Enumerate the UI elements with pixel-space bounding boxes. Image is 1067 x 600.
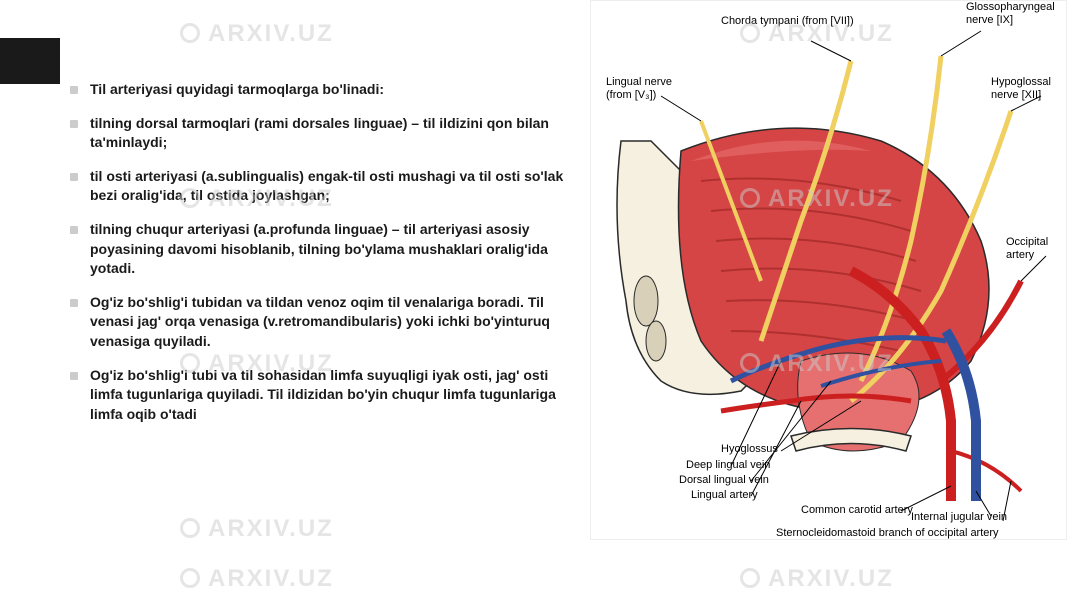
- bullet-item: tilning dorsal tarmoqlari (rami dorsales…: [90, 114, 580, 153]
- label-occipital: Occipital artery: [1006, 236, 1061, 262]
- bone-texture: [634, 276, 658, 326]
- label-deep-lingual: Deep lingual vein: [686, 459, 770, 472]
- label-lingual-nerve: Lingual nerve (from [V₃]): [606, 76, 686, 102]
- label-hyoglossus: Hyoglossus: [721, 443, 778, 456]
- accent-bar: [0, 38, 60, 84]
- label-dorsal-lingual: Dorsal lingual vein: [679, 474, 769, 487]
- bullet-list: Til arteriyasi quyidagi tarmoqlarga bo'l…: [10, 30, 580, 424]
- bullet-item: til osti arteriyasi (a.sublingualis) eng…: [90, 167, 580, 206]
- label-sternocleidomastoid: Sternocleidomastoid branch of occipital …: [776, 527, 999, 540]
- label-glossopharyngeal: Glossopharyngeal nerve [IX]: [966, 1, 1061, 27]
- label-common-carotid: Common carotid artery: [801, 504, 913, 517]
- bullet-item: Og'iz bo'shlig'i tubidan va tildan venoz…: [90, 293, 580, 352]
- label-lingual-artery: Lingual artery: [691, 489, 758, 502]
- anatomical-diagram: Chorda tympani (from [VII]) Glossopharyn…: [591, 1, 1066, 539]
- diagram-column: Chorda tympani (from [VII]) Glossopharyn…: [590, 0, 1067, 540]
- leader-line: [811, 41, 851, 61]
- bullet-item: Til arteriyasi quyidagi tarmoqlarga bo'l…: [90, 80, 580, 100]
- slide-container: Til arteriyasi quyidagi tarmoqlarga bo'l…: [0, 0, 1067, 600]
- label-chorda-tympani: Chorda tympani (from [VII]): [721, 15, 854, 28]
- bone-texture: [646, 321, 666, 361]
- leader-line: [941, 31, 981, 56]
- label-hypoglossal: Hypoglossal nerve [XII]: [991, 76, 1061, 102]
- bullet-item: tilning chuqur arteriyasi (a.profunda li…: [90, 220, 580, 279]
- text-column: Til arteriyasi quyidagi tarmoqlarga bo'l…: [0, 0, 590, 600]
- bullet-item: Og'iz bo'shlig'i tubi va til sohasidan l…: [90, 366, 580, 425]
- label-internal-jugular: Internal jugular vein: [911, 511, 1007, 524]
